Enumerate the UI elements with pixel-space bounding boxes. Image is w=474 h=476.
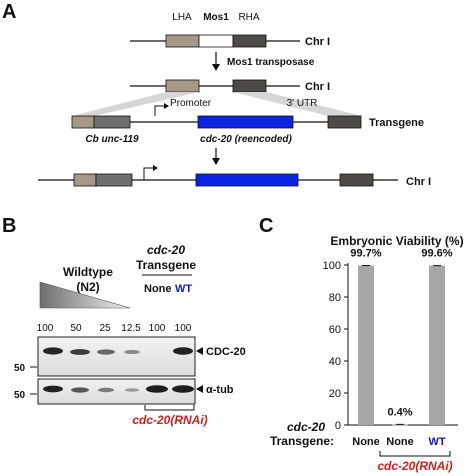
y-tick-label: 20 — [329, 388, 341, 400]
bar-value-label-1: 99.7% — [350, 247, 381, 259]
rnai-bracket — [144, 405, 195, 411]
y-tick-label: 60 — [329, 324, 341, 336]
panel-c: C Embryonic Viability (%) 0 20 40 60 80 100 99… — [259, 215, 464, 473]
recombination-wedge-left — [72, 92, 199, 116]
chr1-top-label: Chr I — [305, 36, 330, 48]
lane-label-3: 25 — [99, 323, 111, 334]
chr1-bottom-label: Chr I — [406, 176, 431, 188]
panel-a: A LHA Mos1 RHA Chr I Mos1 transposase Ch… — [2, 1, 431, 188]
panel-a-letter: A — [2, 1, 16, 23]
rha-box-transgene — [327, 115, 362, 129]
wt-label: WT — [175, 283, 192, 295]
xlabel-line1: cdc-20 — [287, 420, 325, 434]
mos1-label: Mos1 — [203, 12, 229, 23]
lha-box-final — [73, 173, 97, 187]
panel-b: B Wildtype (N2) cdc-20 Transgene None WT… — [2, 215, 246, 427]
transgene-label: Transgene — [369, 117, 424, 129]
blot1-band-4 — [124, 350, 140, 354]
lane-label-2: 50 — [70, 323, 82, 334]
bar-3 — [429, 265, 445, 425]
rnai-label-c: cdc-20(RNAi) — [377, 459, 452, 473]
promoter-arrowhead-icon — [164, 103, 169, 109]
cdc20-header: cdc-20 — [147, 243, 185, 257]
cb-unc119-box-final — [95, 173, 133, 187]
y-tick-label: 80 — [329, 292, 341, 304]
panel-b-letter: B — [2, 215, 16, 237]
promoter-arrow-icon — [154, 105, 165, 116]
blot2-band-5 — [146, 385, 168, 393]
blot2-arrow-icon — [196, 385, 203, 393]
cdc20-reencoded-label: cdc-20 (reencoded) — [200, 134, 292, 145]
rha-box-mid — [232, 79, 267, 93]
transposase-label: Mos1 transposase — [227, 57, 315, 68]
wildtype-label: Wildtype — [63, 265, 113, 279]
blot2-band-2 — [71, 387, 89, 393]
blot2-band-1 — [43, 385, 63, 393]
mw-marker-2: 50 — [14, 390, 26, 401]
category-label-2: None — [386, 436, 414, 448]
blot2-band-6 — [172, 385, 194, 393]
lha-box — [165, 34, 200, 48]
xlabel-line2: Transgene: — [270, 434, 334, 448]
rha-label: RHA — [238, 12, 259, 23]
y-tick-label: 100 — [323, 260, 341, 272]
n2-label: (N2) — [76, 280, 99, 294]
rnai-bracket-c — [379, 451, 451, 457]
y-tick-label: 0 — [335, 420, 341, 432]
bar-1 — [358, 265, 374, 425]
lha-label: LHA — [172, 12, 192, 23]
category-label-1: None — [352, 436, 380, 448]
cdc20-blot — [37, 336, 196, 377]
blot2-band-4 — [125, 388, 139, 392]
lha-box-mid — [165, 79, 200, 93]
cb-unc119-box — [93, 115, 131, 129]
lha-box-transgene — [71, 115, 95, 129]
viability-chart: 0 20 40 60 80 100 99.7% None 0.4% None 99.6% WT — [323, 247, 458, 448]
promoter-label: Promoter — [170, 98, 212, 109]
cdc20-blot-label: CDC-20 — [206, 346, 246, 358]
recombination-wedge-right — [233, 92, 362, 116]
arrowhead-icon-2 — [212, 158, 220, 165]
arrowhead-icon — [212, 64, 220, 71]
chr1-mid-label: Chr I — [305, 81, 330, 93]
promoter-arrowhead-icon-2 — [153, 165, 158, 171]
cb-unc119-label: Cb unc-119 — [85, 134, 139, 145]
bar-value-label-2: 0.4% — [387, 406, 412, 418]
blot1-arrow-icon — [196, 347, 203, 355]
cdc20-box-final — [195, 173, 299, 187]
blot1-band-1 — [43, 347, 63, 355]
tubulin-blot-label: α-tub — [206, 384, 234, 396]
rha-box-final — [339, 173, 374, 187]
tubulin-blot — [37, 378, 196, 405]
lane-label-6: 100 — [175, 323, 192, 334]
mos1-box — [198, 34, 234, 48]
blot1-band-6 — [173, 347, 193, 355]
utr-label: 3' UTR — [287, 98, 318, 109]
cdc20-reencoded-box — [197, 115, 294, 129]
lane-label-5: 100 — [149, 323, 166, 334]
lane-label-1: 100 — [37, 323, 54, 334]
dilution-wedge — [39, 281, 131, 309]
panel-c-letter: C — [259, 215, 273, 237]
rha-box — [232, 34, 267, 48]
lane-label-4: 12.5 — [121, 323, 141, 334]
blot1-band-2 — [70, 349, 90, 355]
category-label-3: WT — [428, 436, 445, 448]
bar-value-label-3: 99.6% — [421, 248, 452, 260]
promoter-arrow-icon-2 — [143, 167, 154, 180]
mw-marker-1: 50 — [14, 363, 26, 374]
blot2-band-3 — [98, 387, 114, 393]
chart-title: Embryonic Viability (%) — [330, 234, 463, 248]
y-tick-label: 40 — [329, 356, 341, 368]
rnai-label-b: cdc-20(RNAi) — [132, 413, 207, 427]
blot1-band-3 — [97, 349, 115, 355]
none-label: None — [144, 283, 172, 295]
transgene-header: Transgene — [136, 258, 196, 272]
